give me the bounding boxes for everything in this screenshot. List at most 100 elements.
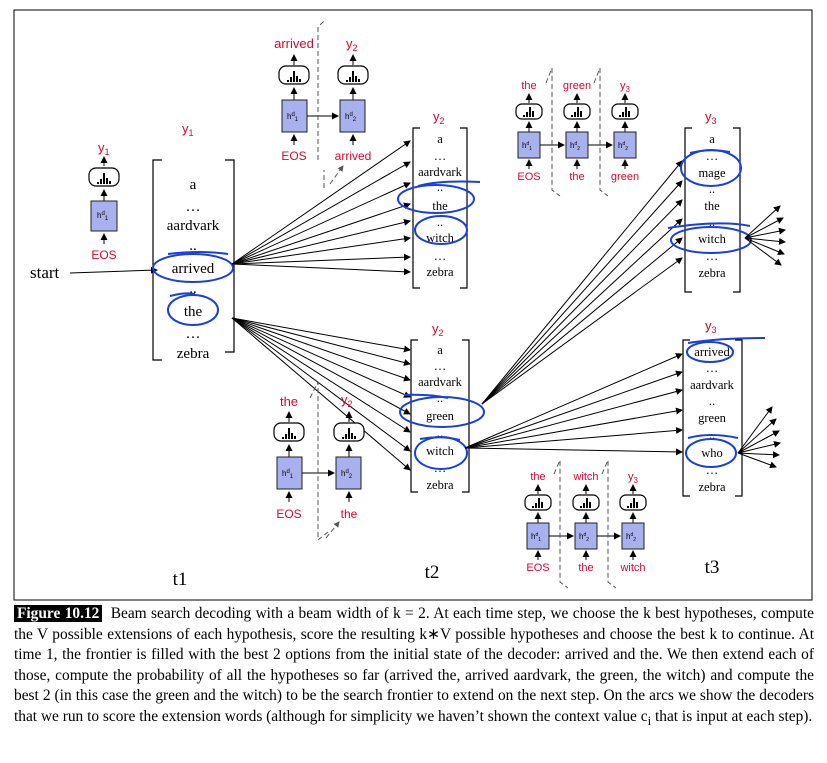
time-label-t3: t3 (705, 557, 720, 578)
decoder-arrived-h2 (339, 99, 366, 133)
decoder-green-h3-label: hd2 (618, 141, 628, 152)
t3-top-dots-1: .. (709, 182, 715, 196)
decoder-witch-h2-label: hd2 (579, 532, 589, 543)
t3-circle-who (685, 438, 737, 468)
decoder-t1: y1 hd1 EOS (88, 140, 120, 262)
t1-circle-the (167, 294, 219, 326)
t2-bot-word-witch: witch (426, 444, 455, 458)
t2-circle-arrived-witch (414, 215, 468, 245)
decoder-green-y-label: y3 (620, 80, 631, 94)
decoder-the: the y2 hd1 hd2 EOS the (273, 381, 365, 541)
t1-word-a: a (190, 177, 197, 193)
t2-top-ellipsis-1: … (434, 149, 447, 163)
t3-stroke-arrived (687, 337, 766, 344)
caption-subscript: i (647, 714, 652, 729)
decoder-green-h1-label: hd1 (522, 141, 532, 152)
t3-stroke-witch (667, 222, 751, 229)
t1-left-bracket (152, 159, 162, 361)
decoder-t1-eos: EOS (91, 248, 116, 262)
decoder-witch-h3-label: hd2 (626, 532, 636, 543)
time-label-t2: t2 (425, 562, 440, 583)
decoder-t1-h-label: hd1 (97, 211, 109, 222)
t3-bot-right-bracket (735, 339, 743, 497)
decoder-the-out1: the (280, 394, 298, 409)
t2-bot-word-green: green (426, 409, 455, 423)
t3-stroke-mage (689, 149, 731, 154)
t3-bot-ellipsis-2: … (706, 463, 719, 477)
figure-caption: Figure 10.12 Beam search decoding with a… (14, 604, 814, 732)
t3-top-word-mage: mage (698, 166, 726, 180)
decoder-t1-y-label: y1 (98, 140, 110, 157)
t2-top-word-a: a (437, 132, 443, 146)
t3-bot-left-bracket (682, 339, 690, 497)
decoder-witch-out2: witch (572, 471, 598, 483)
t3-top-word-witch: witch (698, 232, 727, 246)
t1-ellipsis-2: … (186, 326, 201, 342)
decoder-arrived-in1: EOS (281, 149, 306, 163)
t3-bot-word-zebra: zebra (698, 480, 726, 494)
arrows-who-out (737, 406, 781, 469)
decoder-green-out1: the (521, 80, 536, 92)
decoder-t1-hidden-state (90, 200, 118, 232)
t3-bot-word-green: green (698, 411, 727, 425)
t2-bot-right-bracket (462, 339, 470, 493)
decoder-arrived-h1-label: hd1 (287, 112, 299, 123)
t2-top-dots-2: .. (437, 215, 443, 229)
t3-top-dots-2: .. (709, 215, 715, 229)
decoder-green-in3: green (611, 171, 639, 183)
t3-bot-word-arrived: arrived (694, 345, 730, 359)
t1-word-the: the (184, 304, 203, 320)
t1-right-bracket (225, 159, 235, 353)
time-label-t1: t1 (173, 569, 188, 590)
histogram-icon (523, 107, 630, 117)
decoder-witch-in3: witch (619, 562, 645, 574)
decoder-the-y-label: y2 (341, 392, 353, 409)
decoder-green-in2: the (569, 171, 584, 183)
t3-top-ellipsis-2: … (706, 249, 719, 263)
decoder-witch-out1: the (530, 471, 545, 483)
t2-top-ellipsis-2: … (434, 249, 447, 263)
t3-circle-arrived (686, 341, 734, 363)
t1-circle-arrived (152, 253, 234, 283)
t2-top-word-aardvark: aardvark (418, 165, 462, 179)
decoder-green-h2-label: hd2 (570, 141, 580, 152)
t3-bot-dots-1: .. (709, 394, 715, 408)
decoder-the-h2 (335, 456, 362, 490)
caption-text-end: that is input at each step). (651, 707, 813, 725)
decoder-the-in2: the (341, 507, 358, 521)
t1-word-aardvark: aardvark (167, 218, 220, 234)
figure-frame (13, 9, 813, 601)
t1-word-arrived: arrived (172, 261, 215, 277)
figure-label: Figure 10.12 (14, 605, 103, 622)
t2-stroke-the (417, 180, 481, 187)
caption-text: Beam search decoding with a beam width o… (14, 605, 814, 725)
t2-stroke-green (403, 393, 449, 399)
t3-top-y-label: y3 (705, 109, 717, 126)
t1-ellipsis-1: … (186, 199, 201, 215)
t2-top-y-label: y2 (433, 109, 445, 126)
histogram-icon (532, 498, 638, 508)
arrows-arrived-to-t2 (231, 140, 411, 276)
t1-stroke-the (169, 292, 196, 297)
t3-top-word-zebra: zebra (698, 266, 726, 280)
decoder-arrived: arrived y2 hd1 hd2 EOS arrived (274, 18, 371, 188)
decoder-green-out2: green (563, 80, 591, 92)
decoder-the-h1-label: hd1 (282, 469, 294, 480)
start-arrow (69, 266, 158, 274)
t2-top-dots-1: .. (437, 180, 443, 194)
decoder-green-in1: EOS (517, 171, 540, 183)
t1-dots-2: .. (189, 281, 197, 297)
decoder-witch-y-label: y3 (628, 471, 639, 485)
t2-bot-left-bracket (410, 339, 418, 493)
t2-top-word-witch: witch (426, 231, 455, 245)
histogram-icon (282, 428, 356, 439)
t1-dots-1: .. (189, 238, 197, 254)
y1-label: y1 (182, 121, 194, 138)
t2-top-word-the: the (432, 199, 448, 213)
t3-top-word-a: a (709, 132, 715, 146)
decoder-the-witch: the witch y3 hd1 hd2 hd2 EOS the witch (524, 459, 647, 589)
decoder-green-h3 (613, 131, 637, 159)
decoder-arrived-out1: arrived (274, 36, 314, 51)
t2-bot-word-a: a (437, 343, 443, 357)
decoder-the-h1 (276, 456, 303, 490)
